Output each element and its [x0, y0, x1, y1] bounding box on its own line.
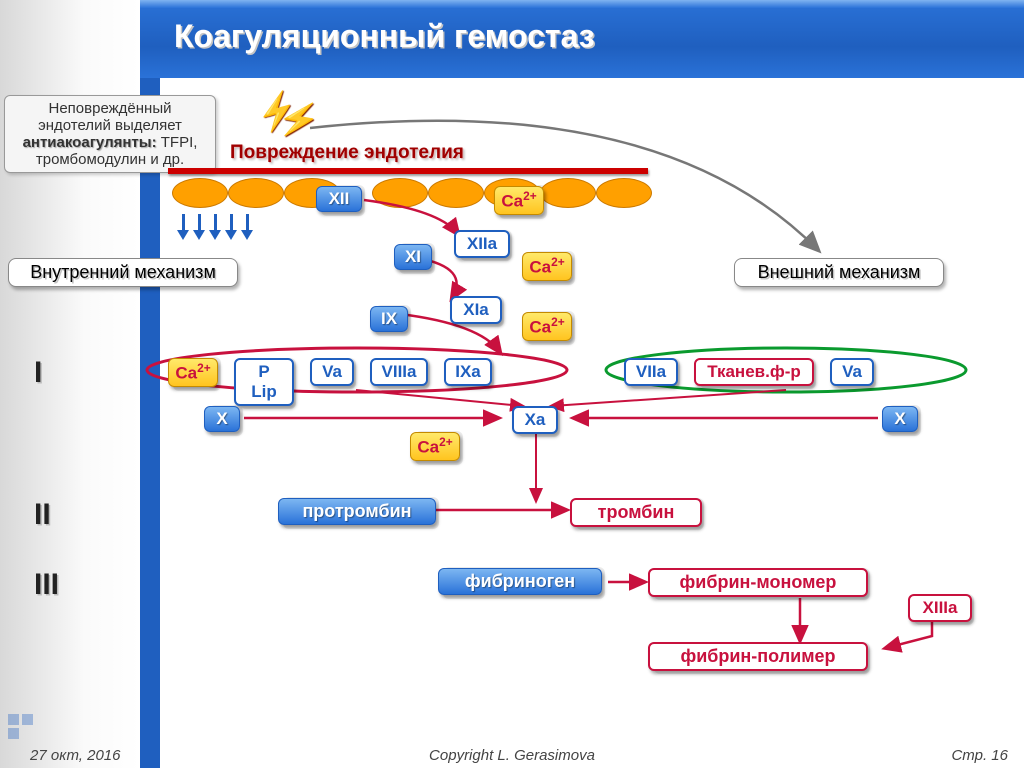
factor-XIIa: XIIa: [454, 230, 510, 258]
factor-XIa: XIa: [450, 296, 502, 324]
factor-X-left: X: [204, 406, 240, 432]
down-arrow-icon: [210, 214, 220, 244]
factor-VIIa: VIIa: [624, 358, 678, 386]
factor-Xa: Xa: [512, 406, 558, 434]
factor-XII: XII: [316, 186, 362, 212]
slide-title: Коагуляционный гемостаз: [174, 18, 595, 55]
fibrin-monomer: фибрин-мономер: [648, 568, 868, 597]
cell-icon: [372, 178, 428, 208]
note-kw: антиакоагулянты:: [23, 134, 157, 151]
factor-Ca-intrinsic: Ca2+: [168, 358, 218, 387]
cell-icon: [228, 178, 284, 208]
extrinsic-label: Внешний механизм: [734, 258, 944, 287]
factor-IX: IX: [370, 306, 408, 332]
down-arrow-icon: [194, 214, 204, 244]
fibrinogen: фибриноген: [438, 568, 602, 595]
factor-Va: Va: [310, 358, 354, 386]
stage-3: III: [34, 568, 59, 602]
stage-2: II: [34, 498, 51, 532]
corner-logo-icon: [8, 714, 36, 742]
note-l4: тромбомодулин и др.: [36, 151, 184, 168]
cell-icon: [596, 178, 652, 208]
note-l3: TFPI,: [157, 134, 198, 151]
factor-Va-ext: Va: [830, 358, 874, 386]
ca-4: Ca2+: [410, 432, 460, 461]
factor-VIIIa: VIIIa: [370, 358, 428, 386]
ca-1: Ca2+: [494, 186, 544, 215]
ca-3: Ca2+: [522, 312, 572, 341]
cell-icon: [428, 178, 484, 208]
note-l2: эндотелий выделяет: [38, 117, 182, 134]
footer: 27 окт, 2016 Copyright L. Gerasimova Стр…: [8, 740, 1016, 764]
tissue-factor: Тканев.ф-р: [694, 358, 814, 386]
cell-icon: [172, 178, 228, 208]
stage-1: I: [34, 356, 42, 390]
endothelium-line: [168, 168, 648, 174]
factor-XI: XI: [394, 244, 432, 270]
footer-page: Стр. 16: [951, 747, 1008, 764]
factor-IXa: IXa: [444, 358, 492, 386]
down-arrow-icon: [226, 214, 236, 244]
intrinsic-label: Внутренний механизм: [8, 258, 238, 287]
prothrombin: протромбин: [278, 498, 436, 525]
factor-X-right: X: [882, 406, 918, 432]
damage-label: Повреждение эндотелия: [230, 142, 464, 164]
factor-PLip: P Lip: [234, 358, 294, 406]
thrombin: тромбин: [570, 498, 702, 527]
down-arrow-icon: [178, 214, 188, 244]
fibrin-polymer: фибрин-полимер: [648, 642, 868, 671]
ca-2: Ca2+: [522, 252, 572, 281]
cell-icon: [540, 178, 596, 208]
down-arrow-icon: [242, 214, 252, 244]
lightning-icon: ⚡: [275, 97, 324, 144]
note-l1: Неповреждённый: [49, 100, 172, 117]
factor-XIIIa: XIIIa: [908, 594, 972, 622]
intact-endothelium-note: Неповреждённый эндотелий выделяет антиак…: [4, 95, 216, 173]
footer-copy: Copyright L. Gerasimova: [8, 747, 1016, 764]
